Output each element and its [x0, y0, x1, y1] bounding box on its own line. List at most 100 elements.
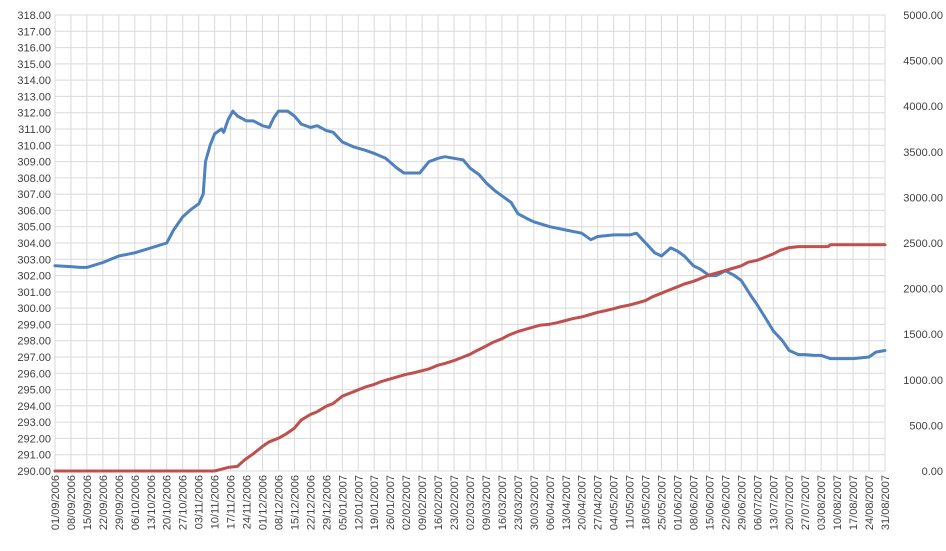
- x-tick-label: 17/08/2007: [848, 475, 860, 530]
- y-tick-label: 290.00: [17, 466, 51, 478]
- x-tick-label: 01/12/2006: [258, 475, 270, 530]
- x-tick-label: 18/05/2007: [641, 475, 653, 530]
- y-tick-label: 303.00: [17, 254, 51, 266]
- y-tick-label: 296.00: [17, 368, 51, 380]
- x-tick-label: 13/04/2007: [561, 475, 573, 530]
- x-tick-label: 17/11/2006: [226, 475, 238, 529]
- y2-tick-label: 4000.00: [903, 101, 943, 113]
- y2-tick-label: 2500.00: [903, 238, 943, 250]
- y-tick-label: 313.00: [17, 91, 51, 103]
- x-tick-label: 13/07/2007: [768, 475, 780, 530]
- x-tick-label: 15/09/2006: [82, 475, 94, 530]
- y-tick-label: 291.00: [17, 450, 51, 462]
- y-tick-label: 301.00: [17, 287, 51, 299]
- y-tick-label: 293.00: [17, 417, 51, 429]
- x-tick-label: 29/06/2007: [736, 475, 748, 530]
- x-tick-label: 31/08/2007: [880, 475, 892, 530]
- x-tick-label: 09/03/2007: [481, 475, 493, 530]
- x-tick-label: 01/06/2007: [673, 475, 685, 530]
- y-tick-label: 297.00: [17, 352, 51, 364]
- x-tick-label: 15/12/2006: [289, 475, 301, 530]
- series-lines: [53, 109, 887, 473]
- y-tick-label: 309.00: [17, 157, 51, 169]
- x-tick-label: 12/01/2007: [353, 475, 365, 530]
- y-tick-label: 315.00: [17, 59, 51, 71]
- x-tick-label: 25/05/2007: [657, 475, 669, 530]
- y2-tick-label: 4500.00: [903, 56, 943, 68]
- y-tick-label: 317.00: [17, 26, 51, 38]
- y-tick-label: 318.00: [17, 10, 51, 22]
- x-tick-label: 06/07/2007: [752, 475, 764, 530]
- x-axis-tick-labels: 01/09/2006 08/09/2006 15/09/2006 22/09/2006…: [50, 475, 892, 530]
- red-series-line: [53, 243, 887, 473]
- x-tick-label: 05/01/2007: [337, 475, 349, 530]
- y2-tick-label: 500.00: [909, 420, 943, 432]
- x-tick-label: 22/06/2007: [720, 475, 732, 530]
- y-tick-label: 314.00: [17, 75, 51, 87]
- blue-series-line: [53, 109, 887, 361]
- y-tick-label: 310.00: [17, 140, 51, 152]
- x-tick-label: 30/03/2007: [529, 475, 541, 530]
- y-tick-label: 308.00: [17, 173, 51, 185]
- x-tick-label: 02/02/2007: [401, 475, 413, 530]
- x-tick-label: 13/10/2006: [146, 475, 158, 530]
- x-tick-label: 03/11/2006: [194, 475, 206, 529]
- y-tick-label: 304.00: [17, 238, 51, 250]
- x-tick-label: 22/09/2006: [98, 475, 110, 530]
- plot-area: [54, 14, 886, 472]
- x-tick-label: 27/07/2007: [800, 475, 812, 530]
- y2-tick-label: 3000.00: [903, 192, 943, 204]
- x-tick-label: 01/09/2006: [50, 475, 62, 530]
- x-tick-label: 03/08/2007: [816, 475, 828, 530]
- x-tick-label: 24/08/2007: [864, 475, 876, 530]
- x-tick-label: 23/03/2007: [513, 475, 525, 530]
- y-tick-label: 305.00: [17, 222, 51, 234]
- y-tick-label: 316.00: [17, 43, 51, 55]
- x-tick-label: 20/10/2006: [162, 475, 174, 530]
- gridlines: [54, 14, 886, 472]
- y-tick-label: 292.00: [17, 433, 51, 445]
- x-tick-label: 19/01/2007: [369, 475, 381, 530]
- y2-tick-label: 1500.00: [903, 329, 943, 341]
- x-tick-label: 29/09/2006: [114, 475, 126, 530]
- x-tick-label: 10/11/2006: [210, 475, 222, 529]
- y-tick-label: 300.00: [17, 303, 51, 315]
- x-tick-label: 08/06/2007: [688, 475, 700, 530]
- x-tick-label: 20/04/2007: [577, 475, 589, 530]
- x-tick-label: 02/03/2007: [465, 475, 477, 530]
- y-tick-label: 302.00: [17, 271, 51, 283]
- x-tick-label: 26/01/2007: [385, 475, 397, 530]
- y-tick-label: 295.00: [17, 385, 51, 397]
- y2-tick-label: 5000.00: [903, 10, 943, 22]
- x-tick-label: 27/04/2007: [593, 475, 605, 530]
- y2-tick-label: 1000.00: [903, 375, 943, 387]
- y2-tick-label: 0.00: [922, 466, 943, 478]
- x-tick-label: 27/10/2006: [178, 475, 190, 530]
- y-tick-label: 312.00: [17, 108, 51, 120]
- y2-axis-tick-labels: 0.00 500.00 1000.00 1500.00 2000.00 2500.00 30…: [903, 10, 943, 478]
- x-tick-label: 16/02/2007: [433, 475, 445, 530]
- x-tick-label: 24/11/2006: [242, 475, 254, 529]
- x-tick-label: 23/02/2007: [449, 475, 461, 530]
- y-tick-label: 311.00: [18, 124, 51, 136]
- x-tick-label: 08/09/2006: [66, 475, 78, 530]
- y-tick-label: 307.00: [17, 189, 51, 201]
- y-tick-label: 294.00: [17, 401, 51, 413]
- y-tick-label: 299.00: [17, 319, 51, 331]
- x-tick-label: 29/12/2006: [321, 475, 333, 530]
- x-tick-label: 20/07/2007: [784, 475, 796, 530]
- y-tick-label: 306.00: [17, 205, 51, 217]
- x-tick-label: 15/06/2007: [704, 475, 716, 530]
- x-tick-label: 04/05/2007: [609, 475, 621, 530]
- x-tick-label: 06/10/2006: [130, 475, 142, 530]
- x-tick-label: 10/08/2007: [832, 475, 844, 530]
- x-tick-label: 06/04/2007: [545, 475, 557, 530]
- y-tick-label: 298.00: [17, 336, 51, 348]
- x-tick-label: 22/12/2006: [305, 475, 317, 530]
- y2-tick-label: 3500.00: [903, 147, 943, 159]
- x-tick-label: 09/02/2007: [417, 475, 429, 530]
- x-tick-label: 16/03/2007: [497, 475, 509, 530]
- y-axis-tick-labels: 290.00 291.00 292.00 293.00 294.00 295.00 296.…: [17, 10, 51, 478]
